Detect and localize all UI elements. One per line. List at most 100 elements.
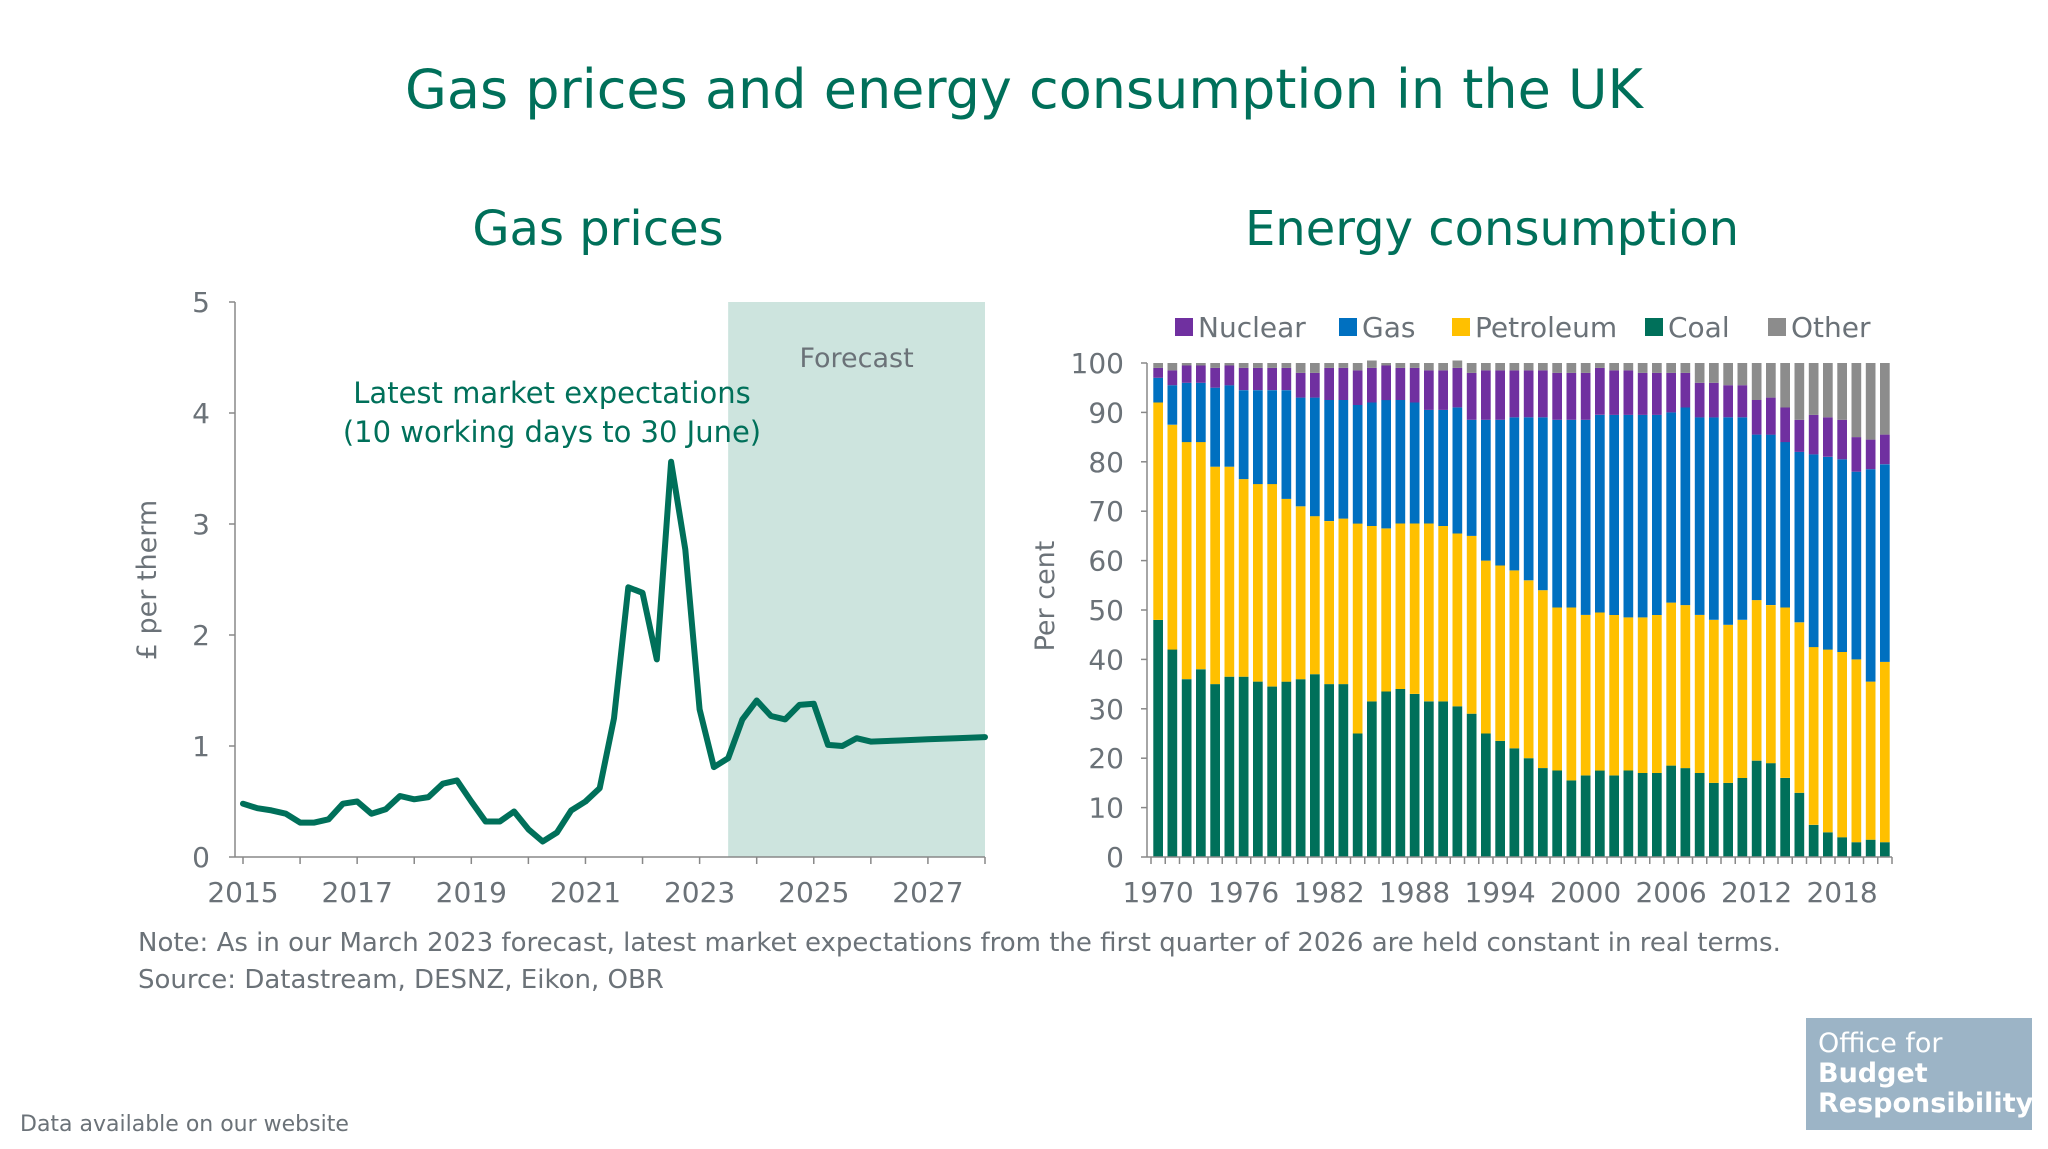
y-tick-label: 3	[192, 508, 210, 541]
bar-petroleum-2017	[1823, 649, 1833, 833]
bar-coal-2018	[1837, 837, 1847, 857]
bar-coal-1996	[1523, 758, 1534, 857]
y-tick-label: 0	[1106, 841, 1124, 874]
bar-other-1991	[1452, 360, 1463, 368]
bar-gas-1983	[1338, 400, 1349, 519]
bar-coal-1985	[1367, 701, 1377, 857]
bar-gas-2018	[1837, 459, 1847, 652]
bar-petroleum-1991	[1452, 533, 1463, 707]
bar-coal-1988	[1409, 694, 1420, 857]
bar-petroleum-1990	[1438, 526, 1448, 702]
bar-nuclear-1976	[1238, 367, 1249, 391]
bar-petroleum-1996	[1523, 580, 1534, 759]
legend-swatch-gas	[1339, 318, 1357, 336]
page-title: Gas prices and energy consumption in the…	[405, 58, 1643, 121]
bar-other-2019	[1851, 363, 1862, 438]
forecast-shading	[728, 302, 985, 857]
bar-gas-2020	[1865, 469, 1876, 682]
y-tick-label: 70	[1088, 495, 1124, 528]
y-tick-label: 2	[192, 619, 210, 652]
y-tick-label: 100	[1071, 347, 1124, 380]
obr-logo[interactable]: Office for Budget Responsibility	[1806, 1018, 2033, 1130]
bar-gas-1999	[1566, 419, 1577, 608]
bar-other-1998	[1552, 363, 1562, 373]
bar-gas-1980	[1295, 397, 1306, 507]
bar-gas-2010	[1723, 417, 1733, 625]
bar-petroleum-2010	[1723, 624, 1733, 783]
bar-other-1997	[1538, 363, 1548, 371]
bar-coal-2008	[1694, 773, 1705, 857]
bar-nuclear-1974	[1210, 367, 1220, 388]
bar-nuclear-2008	[1694, 382, 1705, 418]
bar-nuclear-1978	[1267, 367, 1277, 391]
bar-coal-1972	[1181, 679, 1192, 857]
bar-other-2015	[1794, 363, 1805, 420]
x-tick-label: 2012	[1721, 876, 1792, 909]
bar-gas-1981	[1310, 397, 1320, 517]
bar-other-2010	[1723, 363, 1733, 386]
bar-nuclear-1970	[1153, 367, 1163, 378]
bar-nuclear-1984	[1352, 370, 1363, 405]
bar-gas-2013	[1766, 434, 1776, 605]
bar-coal-2006	[1666, 765, 1676, 857]
bar-nuclear-1997	[1538, 370, 1548, 418]
bar-nuclear-1990	[1438, 370, 1448, 410]
bar-gas-2002	[1609, 414, 1619, 615]
bar-coal-2016	[1808, 824, 1819, 857]
bar-other-2014	[1780, 363, 1790, 408]
bar-petroleum-1987	[1395, 523, 1406, 689]
bar-gas-2017	[1823, 456, 1833, 650]
bar-petroleum-1989	[1424, 523, 1434, 702]
bar-other-1977	[1253, 363, 1263, 368]
bar-nuclear-2001	[1595, 367, 1605, 415]
bar-petroleum-1995	[1509, 570, 1520, 749]
bar-other-2018	[1837, 363, 1847, 420]
bar-other-2003	[1623, 363, 1634, 371]
x-tick-label: 2018	[1806, 876, 1877, 909]
bar-nuclear-1973	[1196, 365, 1206, 383]
x-tick-label: 2015	[207, 876, 278, 909]
bar-gas-2003	[1623, 414, 1634, 618]
bar-other-2006	[1666, 363, 1676, 373]
bar-gas-2014	[1780, 442, 1790, 608]
bar-coal-1975	[1224, 676, 1235, 857]
bar-petroleum-2003	[1623, 617, 1634, 771]
bar-petroleum-2002	[1609, 614, 1619, 776]
bar-coal-1995	[1509, 748, 1520, 857]
y-tick-label: 0	[192, 841, 210, 874]
bar-nuclear-1979	[1281, 367, 1292, 391]
y-tick-label: 4	[192, 397, 210, 430]
bar-petroleum-1999	[1566, 607, 1577, 781]
bar-nuclear-1975	[1224, 365, 1235, 386]
bar-petroleum-2014	[1780, 607, 1790, 778]
bar-petroleum-1998	[1552, 607, 1562, 771]
bar-nuclear-1972	[1181, 365, 1192, 383]
bar-gas-2019	[1851, 471, 1862, 660]
bar-coal-2003	[1623, 770, 1634, 857]
bar-other-1984	[1352, 363, 1363, 371]
bar-petroleum-1993	[1481, 560, 1491, 734]
bar-other-1981	[1310, 363, 1320, 373]
bar-nuclear-2006	[1666, 372, 1676, 413]
bar-coal-2020	[1865, 839, 1876, 857]
bar-nuclear-1998	[1552, 372, 1562, 420]
bar-nuclear-1971	[1167, 370, 1178, 386]
bar-nuclear-1983	[1338, 367, 1349, 400]
bar-petroleum-2019	[1851, 659, 1862, 843]
bar-nuclear-1989	[1424, 370, 1434, 410]
bar-other-1971	[1167, 363, 1178, 371]
bar-gas-1970	[1153, 377, 1163, 403]
bar-gas-2011	[1737, 417, 1748, 620]
bar-coal-1989	[1424, 701, 1434, 857]
bar-other-1995	[1509, 363, 1520, 371]
bar-petroleum-2009	[1709, 619, 1719, 783]
energy-consumption-y-axis-label: Per cent	[1030, 541, 1061, 652]
bar-petroleum-2020	[1865, 681, 1876, 840]
bar-petroleum-2005	[1652, 614, 1662, 773]
bar-other-2016	[1808, 363, 1819, 415]
bar-nuclear-1986	[1381, 365, 1391, 401]
bar-petroleum-1976	[1238, 479, 1249, 677]
bar-petroleum-2011	[1737, 619, 1748, 778]
data-available-link[interactable]: Data available on our website	[20, 1112, 349, 1137]
bar-petroleum-2006	[1666, 602, 1676, 766]
